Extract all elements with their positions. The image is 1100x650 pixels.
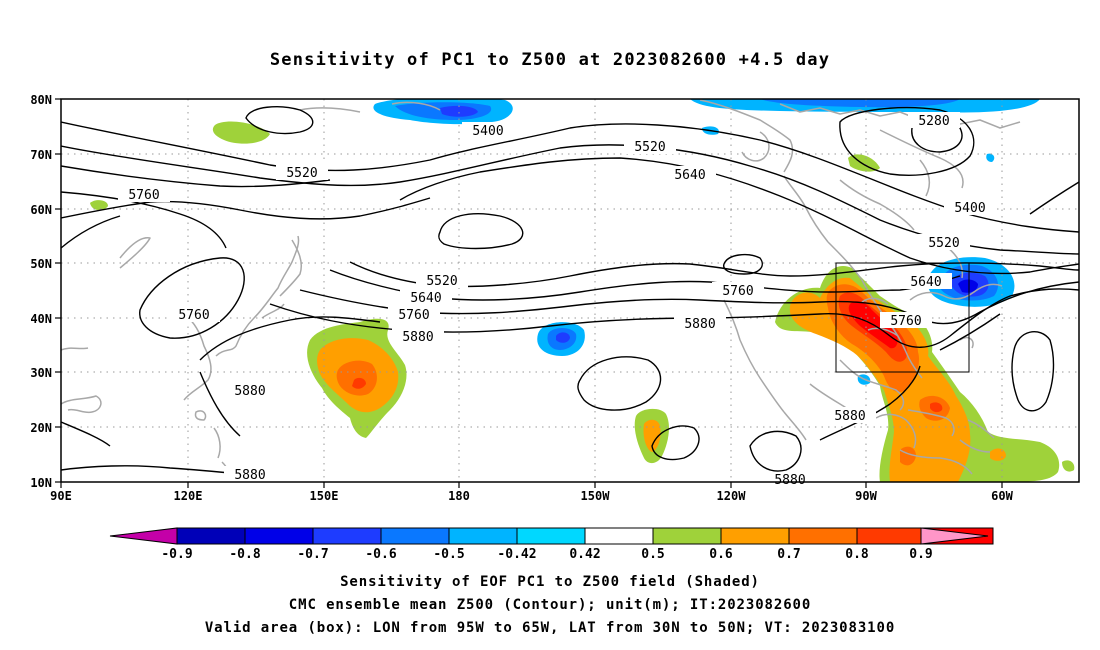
colorbar-label: 0.5 (641, 547, 664, 562)
contour-label: 5400 (472, 124, 503, 139)
colorbar-label: -0.9 (161, 547, 192, 562)
contour-label: 5760 (398, 308, 429, 323)
lat-label: 20N (30, 421, 52, 435)
colorbar-label: 0.6 (709, 547, 733, 562)
contour-label: 5640 (410, 291, 441, 306)
contour-label: 5640 (910, 275, 941, 290)
lon-label: 120E (174, 489, 203, 503)
colorbar-swatch (856, 527, 926, 545)
contour-label: 5280 (918, 114, 949, 129)
longitude-labels: 90E 120E 150E 180 150W 120W 90W 60W (50, 489, 1013, 503)
colorbar-label: 0.42 (569, 547, 600, 562)
contour-label: 5760 (722, 284, 753, 299)
axis-ticks (55, 98, 1003, 488)
colorbar-swatch (312, 527, 382, 545)
valid-area-box (835, 262, 970, 373)
lat-label: 50N (30, 257, 52, 271)
contour-label: 5520 (634, 140, 665, 155)
page-title: Sensitivity of PC1 to Z500 at 2023082600… (269, 50, 831, 70)
lat-label: 40N (30, 312, 52, 326)
lat-label: 70N (30, 148, 52, 162)
colorbar-label: -0.6 (365, 547, 396, 562)
positive-sensitivity-area (930, 402, 943, 413)
contour-label: 5760 (178, 308, 209, 323)
colorbar-swatch (244, 527, 314, 545)
lon-label: 150W (581, 489, 611, 503)
colorbar-swatch (448, 527, 518, 545)
contour-label: 5520 (426, 274, 457, 289)
colorbar-label: 0.7 (777, 547, 800, 562)
lon-label: 60W (991, 489, 1013, 503)
contour-label: 5520 (928, 236, 959, 251)
lat-label: 30N (30, 366, 52, 380)
positive-sensitivity-area (643, 419, 661, 452)
contour-label: 5880 (834, 409, 865, 424)
negative-sensitivity-area (986, 153, 995, 162)
colorbar-swatch (380, 527, 450, 545)
lon-label: 180 (448, 489, 470, 503)
lon-label: 90E (50, 489, 72, 503)
colorbar-label: -0.5 (433, 547, 464, 562)
contour-label: 5880 (234, 468, 265, 483)
lon-label: 90W (855, 489, 877, 503)
contour-label: 5880 (402, 330, 433, 345)
contour-label: 5640 (674, 168, 705, 183)
lat-label: 80N (30, 93, 52, 107)
positive-sensitivity-area (800, 293, 817, 308)
contour-label: 5760 (890, 314, 921, 329)
positive-sensitivity-area (212, 121, 270, 144)
caption-shading: Sensitivity of EOF PC1 to Z500 field (Sh… (340, 574, 760, 590)
colorbar-swatch (176, 527, 246, 545)
contour-label: 5880 (774, 473, 805, 488)
colorbar-label: 0.9 (909, 547, 932, 562)
latitude-labels: 80N 70N 60N 50N 40N 30N 20N 10N (30, 93, 52, 490)
colorbar-swatch (720, 527, 790, 545)
negative-sensitivity-area (958, 279, 978, 293)
contour-label: 5400 (954, 201, 985, 216)
negative-sensitivity-area (556, 332, 570, 343)
colorbar-right-triangle (920, 527, 989, 545)
positive-sensitivity-area (352, 377, 366, 389)
lat-label: 10N (30, 476, 52, 490)
lon-label: 150E (310, 489, 339, 503)
colorbar-label: -0.42 (497, 547, 536, 562)
colorbar: -0.9 -0.8 -0.7 -0.6 -0.5 -0.42 0.42 0.5 … (109, 527, 994, 562)
positive-sensitivity-area (789, 277, 971, 482)
contour-label: 5880 (234, 384, 265, 399)
negative-sensitivity-area (440, 105, 478, 117)
colorbar-left-triangle (109, 527, 178, 545)
colorbar-swatch (516, 527, 586, 545)
lat-label: 60N (30, 203, 52, 217)
negative-sensitivity-area (760, 99, 960, 108)
colorbar-swatch (788, 527, 858, 545)
contour-label: 5520 (286, 166, 317, 181)
map-frame (60, 98, 1080, 483)
positive-sensitivity-area (90, 200, 108, 211)
positive-sensitivity-area (1062, 460, 1075, 472)
contour-label: 5880 (684, 317, 715, 332)
contour-labels: 5400 5280 5520 5520 5640 5400 5760 5520 … (118, 112, 996, 488)
caption-valid-area: Valid area (box): LON from 95W to 65W, L… (204, 620, 896, 636)
colorbar-label: -0.7 (297, 547, 328, 562)
colorbar-label: 0.8 (845, 547, 869, 562)
colorbar-swatch (652, 527, 722, 545)
caption-contour: CMC ensemble mean Z500 (Contour); unit(m… (288, 597, 812, 613)
positive-sensitivity-area (336, 360, 377, 396)
contour-label: 5760 (128, 188, 159, 203)
colorbar-label: -0.8 (229, 547, 260, 562)
colorbar-swatch (584, 527, 654, 545)
lon-label: 120W (717, 489, 747, 503)
